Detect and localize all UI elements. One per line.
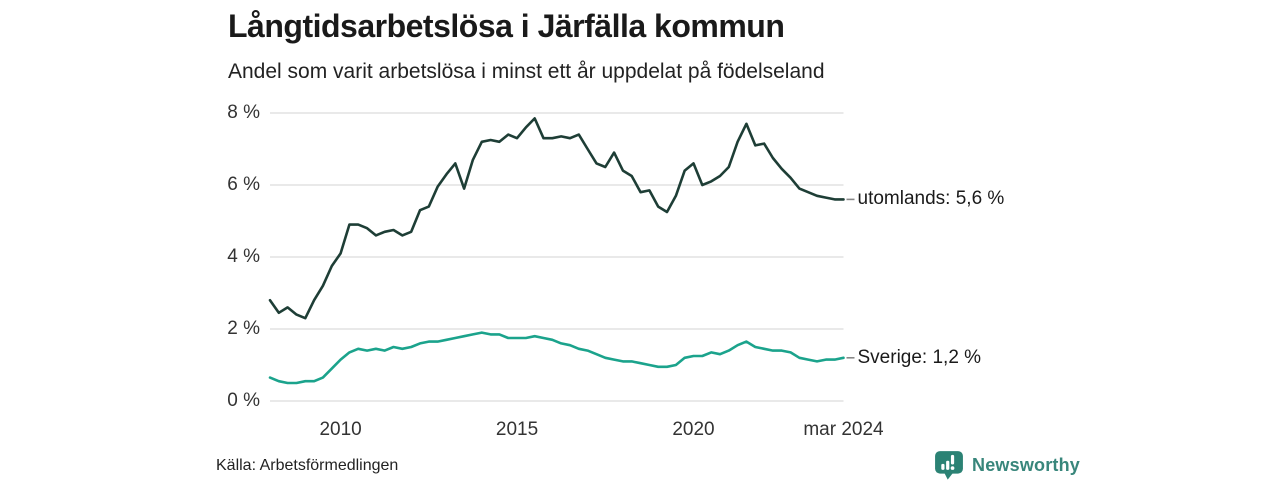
x-tick-label: 2010: [319, 419, 362, 440]
y-tick-label: 6 %: [227, 174, 260, 195]
y-tick-label: 2 %: [227, 318, 260, 339]
utomlands-end-label: utomlands: 5,6 %: [857, 188, 1005, 210]
x-tick-label: 2020: [672, 419, 715, 440]
x-tick-label: 2015: [495, 419, 539, 440]
newsworthy-logo-icon: [935, 451, 963, 480]
y-tick-label: 8 %: [227, 102, 260, 123]
x-tick-label: mar 2024: [803, 419, 884, 440]
chart-subtitle: Andel som varit arbetslösa i minst ett å…: [228, 60, 825, 83]
brand-logo: Newsworthy: [934, 450, 1080, 480]
utomlands-line: [268, 117, 845, 320]
y-tick-label: 4 %: [227, 246, 260, 267]
chart-title: Långtidsarbetslösa i Järfälla kommun: [228, 8, 785, 44]
sverige-end-label: Sverige: 1,2 %: [857, 346, 982, 368]
sverige-line: [268, 331, 845, 385]
brand-name: Newsworthy: [972, 454, 1081, 475]
source-note: Källa: Arbetsförmedlingen: [216, 457, 399, 474]
y-tick-label: 0 %: [227, 390, 260, 411]
